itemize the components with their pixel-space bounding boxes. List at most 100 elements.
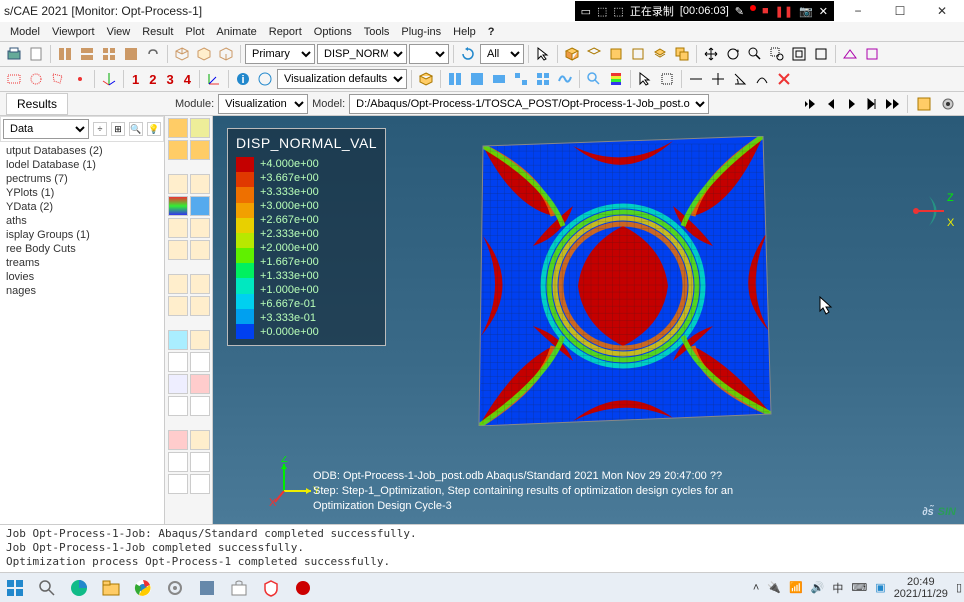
vt-13[interactable]	[168, 274, 188, 294]
vt-17[interactable]	[168, 330, 188, 350]
grid4-icon[interactable]	[121, 44, 141, 64]
pencil-icon[interactable]: ✎	[735, 5, 744, 18]
prev-frame-button[interactable]	[823, 96, 841, 112]
tree-item[interactable]: treams	[4, 256, 160, 270]
menu-report[interactable]: Report	[265, 26, 306, 38]
deform3-icon[interactable]	[489, 69, 509, 89]
deform2-icon[interactable]	[467, 69, 487, 89]
vt-11[interactable]	[168, 240, 188, 260]
vt-3[interactable]	[168, 140, 188, 160]
tree-bulb-icon[interactable]: 💡	[147, 122, 161, 136]
rotate-icon[interactable]	[723, 44, 743, 64]
vt-24[interactable]	[190, 396, 210, 416]
task-edge[interactable]	[66, 575, 92, 601]
snap1-icon[interactable]	[914, 94, 934, 114]
vt-20[interactable]	[190, 352, 210, 372]
vt-25[interactable]	[168, 430, 188, 450]
new-icon[interactable]	[26, 44, 46, 64]
stack-icon[interactable]	[672, 44, 692, 64]
box4-icon[interactable]	[628, 44, 648, 64]
tree-item[interactable]: utput Databases (2)	[4, 144, 160, 158]
sel-node-icon[interactable]	[70, 69, 90, 89]
fit-icon[interactable]	[789, 44, 809, 64]
vt-29[interactable]	[168, 474, 188, 494]
menu-about[interactable]: ?	[484, 26, 499, 38]
tree-collapse-icon[interactable]: ÷	[93, 122, 107, 136]
info-icon[interactable]: i	[233, 69, 253, 89]
tray-ime-icon[interactable]: ⌨	[851, 581, 867, 594]
menu-tools[interactable]: Tools	[360, 26, 394, 38]
vt-5[interactable]	[168, 174, 188, 194]
iso2-icon[interactable]	[194, 44, 214, 64]
primary-select[interactable]: Primary	[245, 44, 315, 64]
tree-item[interactable]: lovies	[4, 270, 160, 284]
vt-14[interactable]	[190, 274, 210, 294]
print-icon[interactable]	[4, 44, 24, 64]
link-icon[interactable]	[143, 44, 163, 64]
menu-model[interactable]: Model	[6, 26, 44, 38]
tray-notif-icon[interactable]: ▯	[956, 581, 962, 594]
menu-plugins[interactable]: Plug-ins	[397, 26, 445, 38]
tree-expand-icon[interactable]: ⊞	[111, 122, 125, 136]
num-1[interactable]: 1	[128, 72, 143, 87]
deform6-icon[interactable]	[555, 69, 575, 89]
close-rec-icon[interactable]: ✕	[819, 5, 828, 18]
tree-item[interactable]: pectrums (7)	[4, 172, 160, 186]
grid2-icon[interactable]	[77, 44, 97, 64]
tray-wifi-icon[interactable]: 📶	[789, 581, 803, 594]
tree-item[interactable]: ree Body Cuts	[4, 242, 160, 256]
component-select[interactable]	[409, 44, 449, 64]
menu-options[interactable]: Options	[310, 26, 356, 38]
vt-23[interactable]	[168, 396, 188, 416]
menu-animate[interactable]: Animate	[212, 26, 260, 38]
task-store[interactable]	[226, 575, 252, 601]
colormap-icon[interactable]	[606, 69, 626, 89]
grid3-icon[interactable]	[99, 44, 119, 64]
vt-12[interactable]	[190, 240, 210, 260]
stop-icon[interactable]: ■	[762, 5, 769, 18]
tree-item[interactable]: isplay Groups (1)	[4, 228, 160, 242]
tree-item[interactable]: YPlots (1)	[4, 186, 160, 200]
cursor-icon[interactable]	[533, 44, 553, 64]
num-3[interactable]: 3	[162, 72, 177, 87]
axis-icon[interactable]	[99, 69, 119, 89]
start-button[interactable]	[2, 575, 28, 601]
iso1-icon[interactable]	[172, 44, 192, 64]
vt-9[interactable]	[168, 218, 188, 238]
rect-sel-icon[interactable]	[657, 69, 677, 89]
menu-plot[interactable]: Plot	[181, 26, 208, 38]
task-app1[interactable]	[194, 575, 220, 601]
pause-icon[interactable]: ❚❚	[775, 5, 793, 18]
message-area[interactable]: Job Opt-Process-1-Job: Abaqus/Standard c…	[0, 524, 964, 572]
model-select[interactable]: D:/Abaqus/Opt-Process-1/TOSCA_POST/Opt-P…	[349, 94, 709, 114]
module-select[interactable]: Visualization	[218, 94, 308, 114]
menu-viewport[interactable]: Viewport	[48, 26, 99, 38]
sel-poly-icon[interactable]	[48, 69, 68, 89]
fit-all-icon[interactable]	[811, 44, 831, 64]
persp-icon[interactable]	[840, 44, 860, 64]
vt-6[interactable]	[190, 174, 210, 194]
vt-26[interactable]	[190, 430, 210, 450]
probe1-icon[interactable]	[686, 69, 706, 89]
box2-icon[interactable]	[584, 44, 604, 64]
tray-usb-icon[interactable]: 🔌	[767, 581, 781, 594]
num-2[interactable]: 2	[145, 72, 160, 87]
record-dot-icon[interactable]	[750, 5, 756, 11]
view-compass[interactable]: Z X	[904, 186, 954, 236]
info2-icon[interactable]	[255, 69, 275, 89]
close-button[interactable]: ✕	[924, 0, 960, 22]
num-4[interactable]: 4	[180, 72, 195, 87]
box3-icon[interactable]	[606, 44, 626, 64]
vt-28[interactable]	[190, 452, 210, 472]
search-button[interactable]	[34, 575, 60, 601]
tray-lang-icon[interactable]: 中	[832, 580, 843, 596]
deform4-icon[interactable]	[511, 69, 531, 89]
tree-item[interactable]: YData (2)	[4, 200, 160, 214]
sel-rect-icon[interactable]	[4, 69, 24, 89]
last-frame-button[interactable]	[883, 96, 901, 112]
vt-19[interactable]	[168, 352, 188, 372]
vis-defaults-select[interactable]: Visualization defaults	[277, 69, 407, 89]
vt-8[interactable]	[190, 196, 210, 216]
vt-30[interactable]	[190, 474, 210, 494]
box1-icon[interactable]	[562, 44, 582, 64]
